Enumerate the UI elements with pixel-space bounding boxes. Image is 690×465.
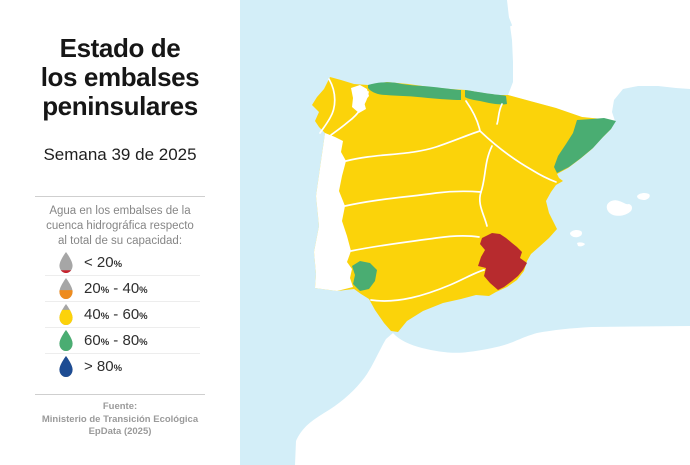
border-guadiana-guadalquivir [350, 235, 480, 252]
source-line: Ministerio de Transición Ecológica [41, 413, 199, 425]
legend-label: < 20% [84, 254, 123, 271]
legend-row: 60% - 80% [45, 327, 200, 353]
region-north-africa [295, 326, 690, 465]
region-unfilled-northwest [351, 85, 369, 113]
border-minosil-duero [330, 91, 369, 136]
legend-row: < 20% [45, 250, 200, 275]
island-mallorca [606, 200, 633, 216]
balearic-islands [570, 192, 650, 247]
legend-intro-line: al total de su capacidad: [57, 235, 183, 247]
divider [35, 394, 205, 395]
title-line: los embalses [40, 62, 200, 92]
basin-borders [319, 78, 557, 302]
week-subtitle: Semana 39 de 2025 [43, 145, 197, 164]
droplet-60-80-icon [59, 330, 73, 351]
page-title: Estado de los embalses peninsulares [0, 34, 240, 121]
legend: < 20% 20% - 40% 40% - 60% [45, 250, 200, 379]
legend-row: 40% - 60% [45, 301, 200, 327]
source-line: Fuente: [102, 401, 138, 412]
region-southwest-60-80 [352, 261, 377, 291]
source-line: EpData (2025) [88, 426, 152, 437]
region-portugal [314, 133, 353, 291]
border-duero-ebro [465, 100, 481, 132]
island-ibiza [570, 229, 582, 238]
title-line: Estado de [59, 33, 181, 63]
legend-row: > 80% [45, 353, 200, 379]
droplet-40-60-icon [59, 304, 73, 325]
border-galicia [319, 78, 336, 134]
legend-label: 20% - 40% [84, 280, 148, 297]
legend-intro-line: Agua en los embalses de la [49, 205, 191, 217]
border-duero-tajo [345, 130, 481, 162]
legend-row: 20% - 40% [45, 275, 200, 301]
region-cantabrian-east-60-80 [465, 90, 507, 105]
border-tajo-guadiana [344, 190, 482, 207]
region-catalonia-60-80 [554, 118, 616, 173]
droplet-under-20-icon [59, 252, 73, 273]
legend-label: 60% - 80% [84, 332, 148, 349]
title-line: peninsulares [42, 91, 198, 121]
legend-intro-line: cuenca hidrográfica respecto [46, 220, 194, 232]
droplet-20-40-icon [59, 278, 73, 299]
droplet-over-80-icon [59, 356, 73, 377]
reservoir-status-map [240, 0, 690, 465]
border-basque-ebro [496, 103, 503, 125]
legend-label: 40% - 60% [84, 306, 148, 323]
source-attribution: Fuente: Ministerio de Transición Ecológi… [10, 401, 230, 439]
region-cantabrian-west-60-80 [368, 82, 461, 100]
gironde-estuary-line [499, 0, 513, 27]
divider [35, 196, 205, 197]
border-guadalquivir-south [370, 269, 485, 302]
legend-label: > 80% [84, 358, 123, 375]
region-france [507, 0, 690, 121]
legend-intro: Agua en los embalses de la cuenca hidrog… [20, 204, 220, 249]
island-formentera [577, 242, 585, 247]
region-southeast-under-20 [478, 233, 527, 290]
border-ebro-south [479, 130, 557, 183]
region-spain-basins-40-60 [312, 77, 615, 332]
island-menorca [637, 192, 650, 200]
left-panel: Estado de los embalses peninsulares Sema… [0, 0, 240, 465]
